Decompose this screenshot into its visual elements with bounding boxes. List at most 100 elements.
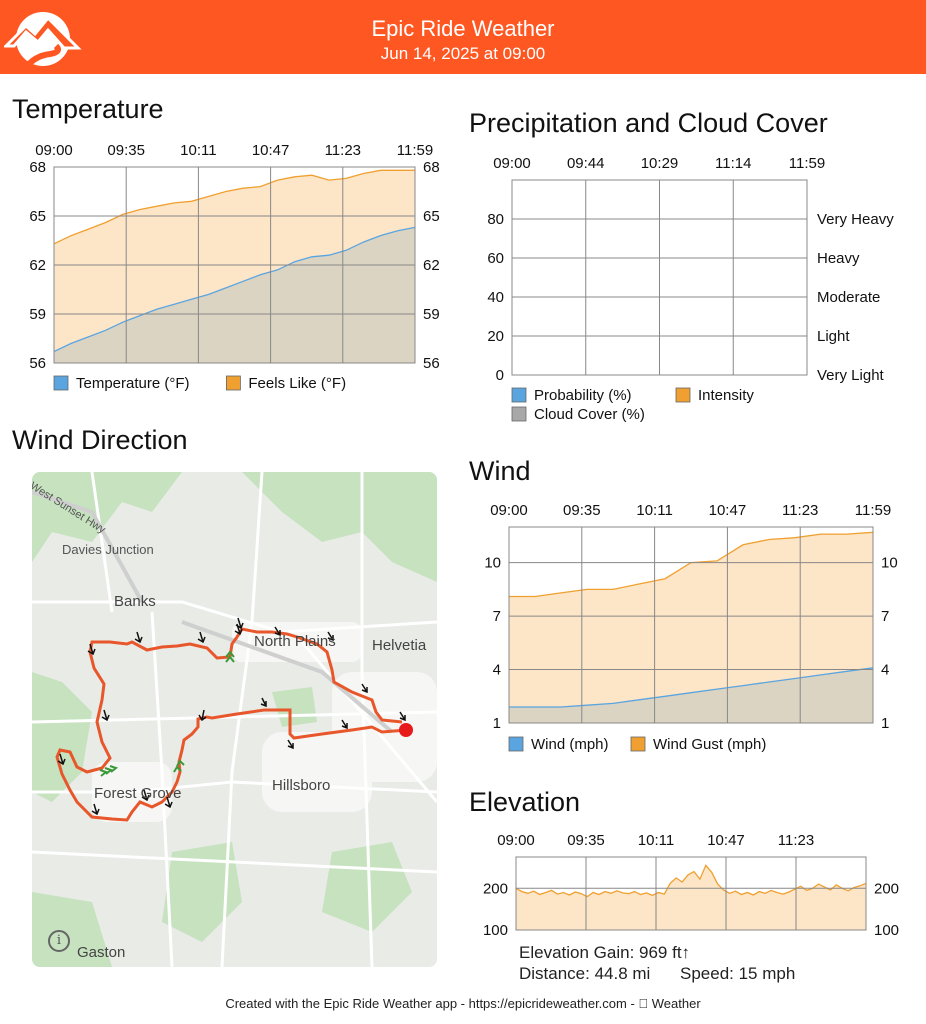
legend-swatch (511, 387, 527, 403)
x-tick-label: 09:35 (563, 502, 601, 519)
plot-border (515, 856, 867, 931)
x-tick-label: 10:11 (636, 502, 672, 519)
y-tick-label-right: 62 (423, 257, 440, 274)
y-tick-label: 65 (29, 208, 46, 225)
intensity-tick-label: Very Light (817, 367, 885, 384)
y-tick-label: 40 (487, 289, 504, 306)
x-tick-label: 09:00 (490, 502, 528, 519)
y-tick-label: 1 (493, 715, 501, 732)
y-tick-label: 0 (496, 367, 504, 384)
series-line (53, 169, 415, 245)
map-label-davies-junction: Davies Junction (62, 542, 154, 557)
map-label-gaston: Gaston (77, 944, 126, 961)
x-tick-label: 11:59 (789, 155, 825, 172)
elevation-gain: Elevation Gain: 969 ft↑ (519, 943, 691, 962)
y-tick-label-right: 1 (881, 715, 889, 732)
wind-arrows (57, 617, 406, 816)
precipitation-title: Precipitation and Cloud Cover (469, 108, 828, 138)
y-tick-label: 4 (493, 662, 501, 679)
legend-label: Cloud Cover (%) (534, 406, 645, 423)
x-tick-label: 11:59 (397, 142, 433, 159)
y-tick-label-right: 65 (423, 208, 440, 225)
series-area (509, 532, 873, 723)
x-tick-label: 09:00 (35, 142, 73, 159)
y-tick-label: 68 (29, 159, 46, 176)
forecast-datetime: Jun 14, 2025 at 09:00 (380, 44, 546, 63)
app-title: Epic Ride Weather (371, 16, 555, 41)
legend-label: Wind (mph) (531, 736, 609, 753)
y-tick-label: 80 (487, 211, 504, 228)
x-tick-label: 11:23 (778, 832, 814, 849)
forest-areas (32, 472, 437, 967)
y-tick-label-right: 200 (874, 880, 899, 897)
highways (32, 490, 394, 734)
x-tick-label: 09:00 (497, 832, 535, 849)
y-tick-label: 59 (29, 306, 46, 323)
plot-border (53, 166, 416, 364)
x-tick-label: 09:00 (493, 155, 531, 172)
map-label-hillsboro: Hillsboro (272, 777, 331, 794)
map-label-forest-grove: Forest Grove (94, 785, 182, 802)
y-tick-label: 100 (483, 922, 508, 939)
plot-border (508, 526, 874, 724)
y-tick-label: 62 (29, 257, 46, 274)
intensity-tick-label: Moderate (817, 289, 880, 306)
y-tick-label: 60 (487, 250, 504, 267)
intensity-tick-label: Light (817, 328, 850, 345)
legend-label: Feels Like (°F) (248, 375, 346, 392)
x-tick-label: 11:23 (782, 502, 818, 519)
legend-label: Probability (%) (534, 387, 632, 404)
y-tick-label-right: 7 (881, 608, 889, 625)
plot-border (511, 179, 808, 376)
y-tick-label: 56 (29, 355, 46, 372)
y-tick-label: 20 (487, 328, 504, 345)
intensity-tick-label: Heavy (817, 250, 860, 267)
x-tick-label: 10:11 (180, 142, 216, 159)
temperature-title: Temperature (12, 94, 164, 124)
x-tick-label: 10:47 (709, 502, 747, 519)
legend-swatch (508, 736, 524, 752)
y-tick-label-right: 4 (881, 662, 889, 679)
footer-credit: Created with the Epic Ride Weather app -… (225, 996, 700, 1011)
mountain-road-logo-icon (4, 12, 82, 68)
elevation-chart: 09:00 09:35 10:11 10:47 11:23 200 200 100 100 (483, 832, 899, 939)
distance-stat: Distance: 44.8 mi (519, 964, 651, 983)
series-line (53, 226, 416, 353)
y-tick-label-right: 56 (423, 355, 440, 372)
x-tick-label: 10:47 (707, 832, 745, 849)
map-label-north-plains: North Plains (254, 633, 336, 650)
y-tick-label: 7 (493, 608, 501, 625)
series-area (54, 227, 415, 363)
map-label-banks: Banks (114, 593, 156, 610)
x-tick-label: 11:59 (855, 502, 891, 519)
speed-stat: Speed: 15 mph (680, 964, 796, 983)
y-tick-label: 200 (483, 880, 508, 897)
x-tick-label: 11:14 (715, 155, 751, 172)
tailwind-chevrons (99, 650, 235, 777)
x-tick-label: 11:23 (325, 142, 361, 159)
legend-label: Wind Gust (mph) (653, 736, 766, 753)
x-tick-label: 09:44 (567, 155, 605, 172)
y-tick-label-right: 10 (881, 555, 898, 572)
legend-label: Temperature (°F) (76, 375, 190, 392)
map-label-helvetia: Helvetia (372, 637, 427, 654)
x-tick-label: 10:47 (252, 142, 290, 159)
y-tick-label-right: 59 (423, 306, 440, 323)
elevation-title: Elevation (469, 787, 581, 817)
map-background (32, 472, 437, 967)
y-tick-label: 10 (484, 555, 501, 572)
wind-chart: 09:00 09:35 10:11 10:47 11:23 11:59 10 10 7 7 4 4 1 1… (484, 502, 898, 753)
route-end-marker (399, 723, 413, 737)
wind-title: Wind (469, 456, 531, 486)
legend-swatch (511, 406, 527, 422)
intensity-tick-label: Very Heavy (817, 211, 894, 228)
series-line (515, 864, 867, 898)
app-header: Epic Ride Weather Jun 14, 2025 at 09:00 (0, 0, 926, 74)
precipitation-chart: 09:00 09:44 10:29 11:14 11:59 80 60 40 20 0 Very H… (487, 155, 894, 423)
y-tick-label-right: 68 (423, 159, 440, 176)
map-info-icon[interactable]: i (48, 930, 70, 952)
series-line (509, 667, 874, 708)
x-tick-label: 09:35 (107, 142, 145, 159)
wind-direction-map[interactable]: West Sunset Hwy Davies Junction Banks No… (32, 472, 437, 967)
